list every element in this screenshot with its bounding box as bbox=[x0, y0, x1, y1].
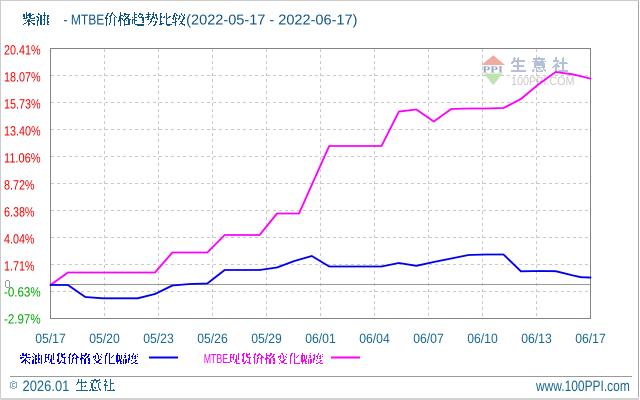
svg-text:(2022-05-17 - 2022-06-17): (2022-05-17 - 2022-06-17) bbox=[186, 12, 357, 28]
svg-text:05/20: 05/20 bbox=[89, 331, 120, 346]
svg-text:2026.01: 2026.01 bbox=[23, 378, 70, 395]
svg-text:-2.97%: -2.97% bbox=[4, 312, 41, 327]
svg-text:6.38%: 6.38% bbox=[4, 205, 35, 220]
svg-text:05/17: 05/17 bbox=[35, 331, 66, 346]
svg-text:18.07%: 18.07% bbox=[4, 70, 41, 85]
svg-text:www.100PPI.com: www.100PPI.com bbox=[535, 378, 630, 395]
svg-text:06/10: 06/10 bbox=[467, 331, 498, 346]
svg-text:11.06%: 11.06% bbox=[4, 151, 41, 166]
svg-text:05/26: 05/26 bbox=[197, 331, 228, 346]
svg-text:1.71%: 1.71% bbox=[4, 259, 35, 274]
svg-text:20.41%: 20.41% bbox=[4, 43, 41, 58]
svg-text:05/29: 05/29 bbox=[251, 331, 282, 346]
svg-text:8.72%: 8.72% bbox=[4, 178, 35, 193]
svg-text:PPI: PPI bbox=[483, 65, 504, 75]
svg-text:13.40%: 13.40% bbox=[4, 124, 41, 139]
svg-text:15.73%: 15.73% bbox=[4, 97, 41, 112]
svg-text:05/23: 05/23 bbox=[143, 331, 174, 346]
svg-text:-0.63%: -0.63% bbox=[4, 285, 41, 300]
svg-text:4.04%: 4.04% bbox=[4, 232, 35, 247]
svg-text:06/17: 06/17 bbox=[575, 331, 606, 346]
svg-text:06/04: 06/04 bbox=[359, 331, 390, 346]
svg-text:06/01: 06/01 bbox=[305, 331, 336, 346]
svg-text:06/07: 06/07 bbox=[413, 331, 444, 346]
svg-text:06/13: 06/13 bbox=[521, 331, 552, 346]
svg-text:MTBE: MTBE bbox=[204, 351, 229, 366]
svg-text:- MTBE: - MTBE bbox=[64, 12, 105, 28]
